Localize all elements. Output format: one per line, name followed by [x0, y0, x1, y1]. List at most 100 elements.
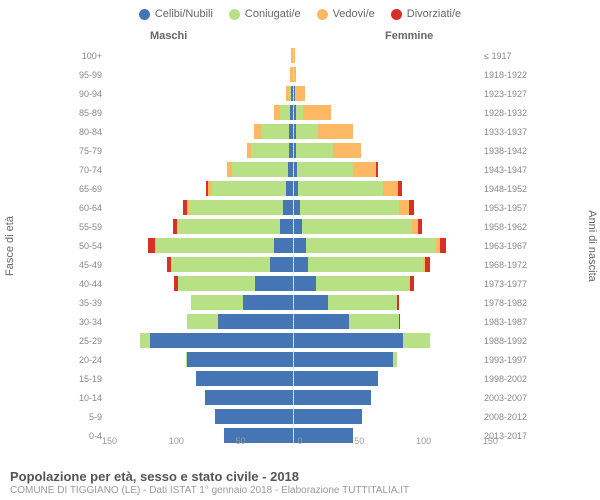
segment	[353, 162, 375, 177]
bar-m	[106, 333, 294, 348]
age-row: 85-891928-1932	[60, 103, 540, 122]
age-row: 20-241993-1997	[60, 350, 540, 369]
segment	[187, 352, 293, 367]
segment	[298, 181, 383, 196]
segment	[187, 314, 218, 329]
bar-m	[106, 124, 294, 139]
segment	[294, 352, 393, 367]
segment	[243, 295, 293, 310]
legend-label: Divorziati/e	[407, 8, 461, 20]
bar-f	[294, 238, 481, 253]
bar-m	[106, 162, 294, 177]
bar-group	[106, 276, 480, 291]
bar-m	[106, 314, 294, 329]
birth-label: ≤ 1917	[480, 51, 540, 61]
segment	[191, 295, 243, 310]
age-row: 25-291988-1992	[60, 331, 540, 350]
segment	[289, 124, 293, 139]
segment	[280, 219, 292, 234]
bar-m	[106, 67, 294, 82]
segment	[294, 390, 371, 405]
footer-subtitle: COMUNE DI TIGGIANO (LE) - Dati ISTAT 1° …	[10, 485, 590, 496]
legend-swatch	[139, 9, 150, 20]
segment	[349, 314, 399, 329]
segment	[333, 143, 360, 158]
age-row: 45-491968-1972	[60, 255, 540, 274]
segment	[294, 238, 306, 253]
bar-m	[106, 48, 294, 63]
bar-f	[294, 352, 481, 367]
segment	[316, 276, 409, 291]
segment	[218, 314, 293, 329]
age-label: 25-29	[60, 336, 106, 346]
segment	[232, 162, 288, 177]
segment	[156, 238, 274, 253]
segment	[399, 314, 400, 329]
birth-label: 1923-1927	[480, 89, 540, 99]
bar-f	[294, 219, 481, 234]
birth-label: 1973-1977	[480, 279, 540, 289]
bar-group	[106, 181, 480, 196]
bar-group	[106, 257, 480, 272]
birth-label: 1998-2002	[480, 374, 540, 384]
bar-m	[106, 200, 294, 215]
birth-label: 1948-1952	[480, 184, 540, 194]
segment	[294, 257, 309, 272]
birth-label: 2003-2007	[480, 393, 540, 403]
age-label: 50-54	[60, 241, 106, 251]
age-label: 0-4	[60, 431, 106, 441]
birth-label: 2008-2012	[480, 412, 540, 422]
birth-label: 1933-1937	[480, 127, 540, 137]
segment	[302, 219, 411, 234]
age-row: 5-92008-2012	[60, 407, 540, 426]
legend-item: Coniugati/e	[229, 8, 301, 20]
x-tick: 100	[169, 436, 184, 446]
segment	[418, 219, 422, 234]
bar-f	[294, 409, 481, 424]
bar-group	[106, 219, 480, 234]
age-label: 10-14	[60, 393, 106, 403]
age-label: 15-19	[60, 374, 106, 384]
segment	[296, 86, 305, 101]
age-label: 90-94	[60, 89, 106, 99]
legend: Celibi/NubiliConiugati/eVedovi/eDivorzia…	[0, 0, 600, 24]
segment	[300, 200, 399, 215]
age-row: 10-14 2003-2007	[60, 388, 540, 407]
age-row: 65-691948-1952	[60, 179, 540, 198]
bar-m	[106, 105, 294, 120]
x-tick: 150	[102, 436, 117, 446]
segment	[215, 409, 292, 424]
segment	[291, 48, 292, 63]
age-label: 75-79	[60, 146, 106, 156]
yaxis-right-title: Anni di nascita	[586, 210, 598, 282]
segment	[171, 257, 270, 272]
age-label: 60-64	[60, 203, 106, 213]
bar-f	[294, 181, 481, 196]
bar-group	[106, 238, 480, 253]
bar-m	[106, 276, 294, 291]
birth-label: 1953-1957	[480, 203, 540, 213]
bar-group	[106, 371, 480, 386]
segment	[296, 124, 318, 139]
bar-group	[106, 295, 480, 310]
age-label: 30-34	[60, 317, 106, 327]
segment	[205, 390, 292, 405]
bar-group	[106, 162, 480, 177]
segment	[150, 333, 293, 348]
segment	[290, 105, 292, 120]
birth-label: 1963-1967	[480, 241, 540, 251]
segment	[296, 105, 303, 120]
segment	[294, 48, 295, 63]
segment	[294, 276, 316, 291]
age-label: 85-89	[60, 108, 106, 118]
segment	[399, 200, 409, 215]
segment	[294, 219, 303, 234]
age-row: 100+≤ 1917	[60, 46, 540, 65]
segment	[294, 371, 379, 386]
segment	[409, 200, 414, 215]
birth-label: 1938-1942	[480, 146, 540, 156]
bar-f	[294, 105, 481, 120]
segment	[212, 181, 287, 196]
bar-f	[294, 257, 481, 272]
segment	[251, 143, 288, 158]
